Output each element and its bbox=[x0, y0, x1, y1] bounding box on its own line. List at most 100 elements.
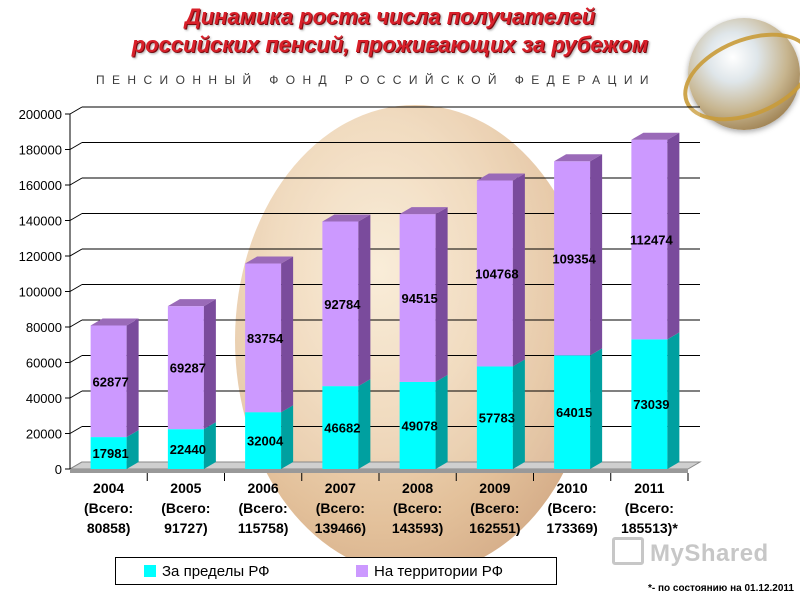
legend-swatch-territory bbox=[356, 565, 368, 577]
bar-territory-2006 bbox=[245, 263, 282, 413]
y-tick-label: 120000 bbox=[19, 249, 62, 264]
bar-side-abroad-2010 bbox=[590, 348, 603, 469]
bar-territory-2011 bbox=[631, 139, 668, 340]
x-tick-label-2005-1: (Всего: bbox=[161, 500, 210, 516]
bar-side-territory-2009 bbox=[512, 173, 525, 367]
x-tick-label-2004-2: 80858) bbox=[87, 520, 131, 536]
x-tick-label-2010-1: (Всего: bbox=[548, 500, 597, 516]
data-label-abroad-2005: 22440 bbox=[170, 442, 206, 457]
bar-territory-2004 bbox=[90, 325, 127, 438]
bar-territory-2007 bbox=[322, 221, 359, 387]
x-tick-label-2006-1: (Всего: bbox=[239, 500, 288, 516]
bar-abroad-2010 bbox=[554, 355, 591, 469]
data-label-abroad-2006: 32004 bbox=[247, 434, 284, 449]
bar-side-abroad-2006 bbox=[281, 405, 294, 469]
y-tick-label: 100000 bbox=[19, 285, 62, 300]
x-tick-label-2009-0: 2009 bbox=[479, 480, 510, 496]
grid-diag bbox=[69, 319, 83, 328]
footnote: *- по состоянию на 01.12.2011 bbox=[648, 583, 794, 594]
grid-diag bbox=[69, 177, 83, 186]
subtitle: ПЕНСИОННЫЙ ФОНД РОССИЙСКОЙ ФЕДЕРАЦИИ bbox=[96, 73, 656, 87]
grid-diag bbox=[69, 284, 83, 292]
x-tick-label-2007-0: 2007 bbox=[325, 480, 356, 496]
bar-side-territory-2010 bbox=[590, 154, 603, 356]
bar-side-territory-2006 bbox=[281, 256, 294, 413]
data-label-territory-2007: 92784 bbox=[324, 297, 361, 312]
grid-diag bbox=[69, 248, 83, 257]
x-tick-label-2008-1: (Всего: bbox=[393, 500, 442, 516]
bar-side-abroad-2004 bbox=[126, 430, 139, 469]
data-label-territory-2006: 83754 bbox=[247, 331, 284, 346]
bar-top-2011 bbox=[631, 132, 680, 140]
globe-logo bbox=[688, 18, 800, 130]
y-tick-label: 160000 bbox=[19, 178, 62, 193]
data-label-territory-2009: 104768 bbox=[475, 266, 518, 281]
title-line-2: российских пенсий, проживающих за рубежо… bbox=[131, 32, 649, 57]
watermark: MyShared bbox=[612, 537, 769, 568]
x-tick-label-2007-2: 139466) bbox=[315, 520, 366, 536]
bar-territory-2005 bbox=[167, 306, 204, 430]
bar-top-2005 bbox=[167, 299, 216, 307]
x-tick-label-2004-0: 2004 bbox=[93, 480, 124, 496]
data-label-territory-2010: 109354 bbox=[552, 251, 596, 266]
bar-side-territory-2011 bbox=[667, 132, 680, 340]
y-tick-label: 200000 bbox=[19, 107, 62, 122]
bar-side-abroad-2009 bbox=[512, 359, 525, 469]
legend-label-abroad: За пределы РФ bbox=[162, 563, 270, 580]
x-tick-label-2007-1: (Всего: bbox=[316, 500, 365, 516]
bar-abroad-2007 bbox=[322, 386, 359, 469]
title-line-1: Динамика роста числа получателей bbox=[184, 4, 596, 29]
bar-top-2008 bbox=[399, 207, 448, 215]
bar-abroad-2004 bbox=[90, 437, 127, 469]
bar-top-2006 bbox=[245, 256, 294, 264]
x-tick-label-2010-2: 173369) bbox=[546, 520, 597, 536]
grid-diag bbox=[69, 355, 83, 363]
grid-diag bbox=[69, 390, 83, 399]
x-tick-label-2010-0: 2010 bbox=[557, 480, 588, 496]
x-tick-label-2004-1: (Всего: bbox=[84, 500, 133, 516]
plot-floor-edge bbox=[70, 469, 688, 473]
legend-item-abroad: За пределы РФ bbox=[144, 563, 270, 580]
bar-side-territory-2008 bbox=[435, 207, 448, 382]
y-tick-label: 80000 bbox=[26, 320, 62, 335]
x-tick-label-2006-2: 115758) bbox=[238, 520, 289, 536]
grid-diag bbox=[69, 213, 83, 221]
x-tick-label-2008-0: 2008 bbox=[402, 480, 433, 496]
legend-item-territory: На территории РФ bbox=[356, 563, 503, 580]
grid-layer bbox=[68, 106, 702, 473]
y-tick-label: 180000 bbox=[19, 143, 62, 158]
bar-side-abroad-2007 bbox=[358, 379, 371, 469]
data-label-abroad-2011: 73039 bbox=[633, 397, 669, 412]
data-label-abroad-2008: 49078 bbox=[402, 418, 438, 433]
bar-side-abroad-2005 bbox=[203, 422, 216, 469]
bars-layer: 17981 62877 22440 69287 32004 83754 46682 92784… bbox=[90, 132, 680, 469]
y-tick-label: 0 bbox=[55, 462, 62, 477]
data-label-abroad-2009: 57783 bbox=[479, 411, 515, 426]
bar-top-2004 bbox=[90, 318, 139, 326]
presentation-icon bbox=[612, 537, 644, 565]
data-label-abroad-2004: 17981 bbox=[93, 446, 129, 461]
legend-swatch-abroad bbox=[144, 565, 156, 577]
grid-diag bbox=[69, 426, 83, 434]
bar-abroad-2005 bbox=[167, 429, 204, 469]
bar-top-2009 bbox=[476, 173, 525, 181]
x-tick-label-2011-1: (Всего: bbox=[625, 500, 674, 516]
x-tick-label-2005-0: 2005 bbox=[170, 480, 201, 496]
bar-abroad-2006 bbox=[245, 412, 282, 469]
watermark-text: MyShared bbox=[650, 540, 769, 567]
y-tick-label: 140000 bbox=[19, 214, 62, 229]
y-tick-label: 20000 bbox=[26, 427, 62, 442]
bar-top-2007 bbox=[322, 214, 371, 222]
x-tick-label-2008-2: 143593) bbox=[392, 520, 443, 536]
legend: За пределы РФ На территории РФ bbox=[115, 557, 557, 585]
bar-side-territory-2004 bbox=[126, 318, 139, 438]
data-label-abroad-2007: 46682 bbox=[324, 421, 360, 436]
bar-side-abroad-2008 bbox=[435, 374, 448, 469]
legend-label-territory: На территории РФ bbox=[374, 563, 504, 580]
axis-layer: 0 20000 40000 60000 80000 100000 120000 140000 1… bbox=[19, 107, 689, 536]
bar-side-abroad-2011 bbox=[667, 332, 680, 469]
bar-territory-2008 bbox=[399, 214, 436, 382]
x-tick-label-2011-2: 185513)* bbox=[621, 520, 678, 536]
data-label-territory-2004: 62877 bbox=[93, 374, 129, 389]
